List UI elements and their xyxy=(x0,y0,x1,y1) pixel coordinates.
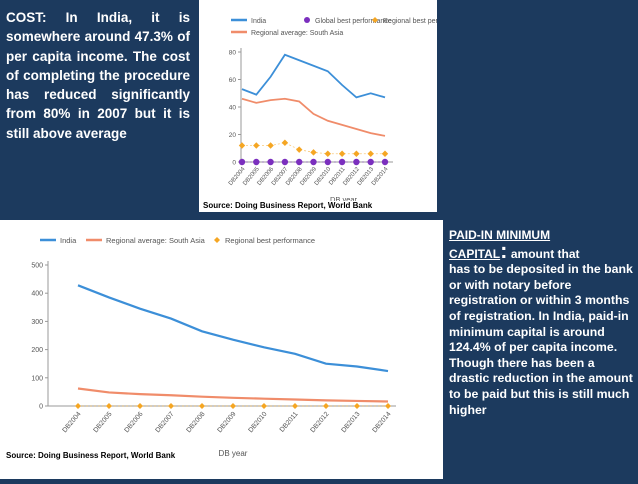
capital-series-regional_best-point xyxy=(106,403,112,409)
capital-series-regional_best-point xyxy=(137,403,143,409)
capital-series-regional_best-point xyxy=(385,403,391,409)
cost-series-regional_best-point xyxy=(238,142,246,149)
cost-series-regional_best-point xyxy=(267,142,274,149)
cost-xtick-label: DB2014 xyxy=(371,166,390,187)
cost-series-regional_best-point xyxy=(324,150,331,157)
capital-xtick-label: DB2008 xyxy=(185,411,206,434)
capital-series-regional_best-point xyxy=(199,403,205,409)
cost-legend-regional-best-swatch xyxy=(372,17,378,23)
capital-series-regional_best-point xyxy=(261,403,267,409)
cost-legend-south-asia-label: Regional average: South Asia xyxy=(251,30,343,37)
cost-series-global_best-point xyxy=(281,158,289,166)
capital-xtick-label: DB2011 xyxy=(279,411,300,434)
cost-legend-global-best-swatch xyxy=(304,17,310,23)
capital-ytick-label: 300 xyxy=(31,319,43,326)
cost-ytick-label: 0 xyxy=(232,160,236,167)
cost-series-regional_best-point xyxy=(353,150,360,157)
cost-series-south_asia-line xyxy=(241,97,386,137)
capital-xtick-label: DB2010 xyxy=(247,411,268,434)
capital-x-axis-label: DB year xyxy=(219,449,248,458)
capital-legend-regional-best-swatch xyxy=(214,237,220,243)
cost-series-global_best-point xyxy=(310,158,317,166)
capital-xtick-label: DB2004 xyxy=(61,411,82,434)
cost-legend-global-best-label: Global best performance xyxy=(315,18,392,25)
cost-series-regional_best-point xyxy=(381,150,389,157)
cost-chart-source: Source: Doing Business Report, World Ban… xyxy=(203,201,373,210)
cost-ytick-label: 40 xyxy=(229,105,237,112)
capital-chart-source: Source: Doing Business Report, World Ban… xyxy=(6,451,176,460)
paid-in-heading-1: PAID-IN MINIMUM xyxy=(449,228,551,242)
cost-ytick-label: 80 xyxy=(229,50,237,57)
capital-series-south_asia-line xyxy=(77,387,389,403)
cost-series-regional_best-point xyxy=(253,142,260,149)
cost-series-regional_best-point xyxy=(296,146,303,153)
capital-series-regional_best-point xyxy=(323,403,329,409)
capital-legend-south-asia-label: Regional average: South Asia xyxy=(106,236,206,245)
cost-series-global_best-point xyxy=(338,158,346,166)
cost-series-global_best-point xyxy=(367,158,374,166)
paid-in-capital-description: PAID-IN MINIMUM CAPITAL: amount that has… xyxy=(449,228,633,418)
cost-series-regional_best-point xyxy=(367,150,374,157)
capital-chart: India Regional average: South Asia Regiona… xyxy=(0,220,443,479)
cost-series-regional_best-point xyxy=(338,150,346,157)
paid-in-inline-text: amount that xyxy=(510,246,580,261)
capital-ytick-label: 100 xyxy=(31,375,43,382)
cost-legend-india-label: India xyxy=(251,18,266,25)
capital-xtick-label: DB2005 xyxy=(92,411,113,434)
cost-ytick-label: 20 xyxy=(229,132,237,139)
cost-series-global_best-point xyxy=(238,158,246,166)
capital-xtick-label: DB2013 xyxy=(340,411,361,434)
capital-ytick-label: 0 xyxy=(39,404,43,411)
cost-legend-regional-best-label: Regional best performance xyxy=(383,18,437,25)
capital-chart-svg: India Regional average: South Asia Regiona… xyxy=(31,236,396,458)
cost-series-global_best-point xyxy=(267,158,274,166)
cost-description: COST: In India, it is somewhere around 4… xyxy=(6,10,190,141)
capital-series-regional_best-point xyxy=(292,403,298,409)
capital-xtick-label: DB2006 xyxy=(123,411,144,434)
capital-ytick-label: 400 xyxy=(31,291,43,298)
capital-xtick-label: DB2012 xyxy=(309,411,330,434)
capital-series-india-line xyxy=(77,284,389,373)
cost-ytick-label: 60 xyxy=(229,77,237,84)
cost-series-global_best-point xyxy=(353,158,360,166)
capital-xtick-label: DB2009 xyxy=(216,411,237,434)
cost-x-axis-label: DB year xyxy=(330,195,358,204)
capital-xtick-label: DB2007 xyxy=(154,411,175,434)
paid-in-heading-2: CAPITAL xyxy=(449,246,501,261)
cost-series-global_best-point xyxy=(253,158,260,166)
paid-in-colon: : xyxy=(500,237,508,263)
capital-xtick-label: DB2014 xyxy=(371,411,392,434)
cost-series-regional_best-point xyxy=(310,149,317,156)
capital-ytick-label: 500 xyxy=(31,263,43,270)
capital-series-regional_best-point xyxy=(230,403,236,409)
cost-chart: India Global best performance Regional bes… xyxy=(199,0,467,212)
capital-series-regional_best-point xyxy=(75,403,81,409)
capital-legend-india-label: India xyxy=(60,236,77,245)
paid-in-body: has to be deposited in the bank or with … xyxy=(449,262,633,417)
capital-series-regional_best-point xyxy=(354,403,360,409)
cost-series-india-line xyxy=(241,53,386,99)
capital-ytick-label: 200 xyxy=(31,347,43,354)
cost-series-global_best-point xyxy=(296,158,303,166)
capital-series-regional_best-point xyxy=(168,403,174,409)
cost-series-global_best-point xyxy=(381,158,389,166)
cost-series-global_best-point xyxy=(324,158,331,166)
capital-legend-regional-best-label: Regional best performance xyxy=(225,236,315,245)
cost-series-regional_best-point xyxy=(281,139,289,146)
